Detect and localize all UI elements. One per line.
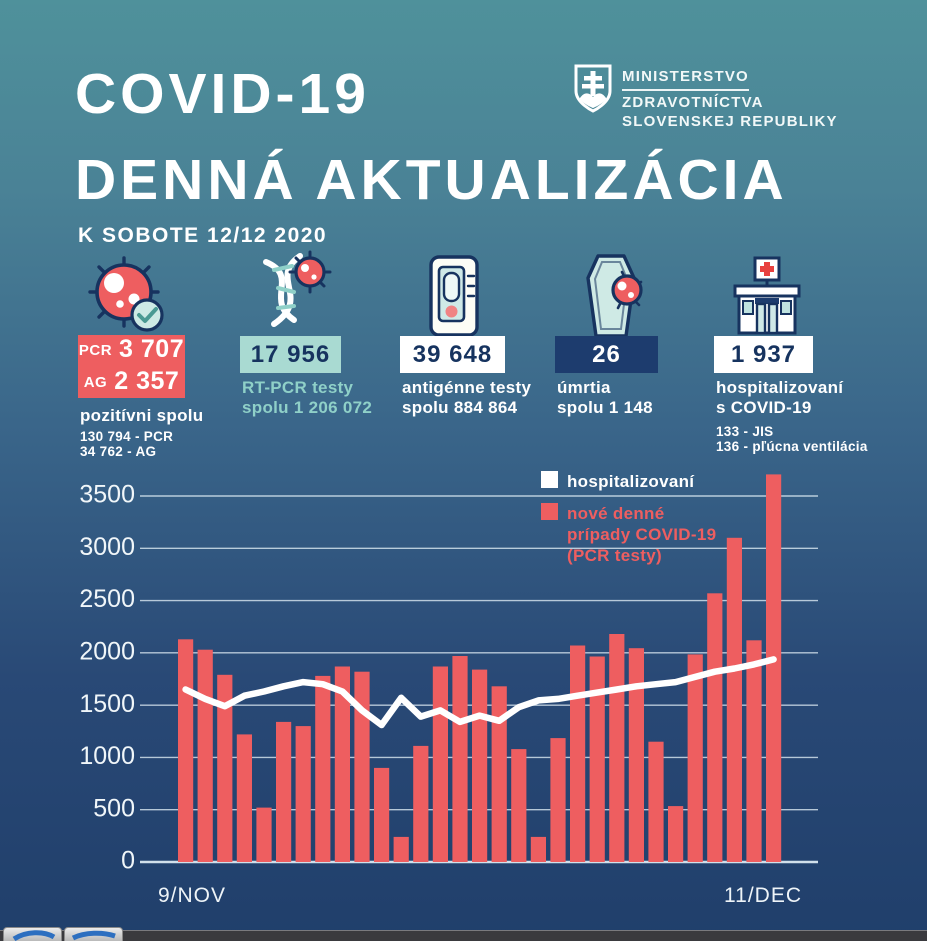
app-logo-icon [12, 930, 56, 941]
chart-bar [432, 666, 448, 862]
legend-hospitalized-label: hospitalizovaní [567, 472, 695, 491]
chart-bar [609, 634, 625, 862]
y-tick-label: 500 [93, 794, 135, 822]
chart-bar [530, 836, 546, 862]
ag-tests-value: 39 648 [412, 340, 493, 368]
positives-ag-value: 2 357 [114, 366, 180, 395]
chart-bar [217, 674, 233, 862]
page-title-line2: DENNÁ AKTUALIZÁCIA [75, 148, 788, 212]
chart-bar [236, 734, 252, 862]
chart-bar [334, 666, 350, 862]
chart-bar [687, 654, 703, 862]
chart-bar [766, 474, 782, 862]
y-tick-label: 1500 [79, 690, 135, 718]
legend-hospitalized: hospitalizovaní [541, 471, 694, 492]
chart-bar [354, 671, 370, 862]
y-tick-label: 3000 [79, 533, 135, 561]
chart-bar [315, 675, 331, 862]
deaths-caption: úmrtia spolu 1 148 [557, 378, 653, 417]
chart-bar [256, 807, 272, 862]
positives-detail-pcr: 130 794 - PCR [80, 429, 174, 444]
coffin-virus-icon [586, 254, 643, 338]
hospitalized-detail-ventilation: 136 - pľúcna ventilácia [716, 439, 868, 454]
chart-bar [726, 537, 742, 862]
ministry-line1: MINISTERSTVO [622, 67, 749, 91]
positives-pcr-value: 3 707 [119, 334, 185, 363]
dna-virus-icon [263, 250, 332, 327]
y-tick-label: 0 [121, 847, 135, 875]
ag-tests-caption: antigénne testy spolu 884 864 [402, 378, 532, 417]
positives-ag-row: AG 2 357 [84, 367, 180, 399]
slovak-coat-of-arms-icon [574, 64, 612, 113]
deaths-badge: 26 [555, 336, 658, 373]
positives-detail-ag: 34 762 - AG [80, 444, 157, 459]
x-axis-label-start: 9/NOV [158, 884, 226, 907]
deaths-value: 26 [592, 340, 621, 368]
chart-bar [276, 721, 292, 862]
chart-bar [550, 738, 566, 862]
pcr-tests-badge: 17 956 [240, 336, 341, 373]
hospitalized-detail-icu: 133 - JIS [716, 424, 774, 439]
chart-bar [393, 836, 409, 862]
pcr-tests-caption: RT-PCR testy spolu 1 206 072 [242, 378, 373, 417]
legend-hospitalized-swatch [541, 471, 558, 488]
ministry-line2: ZDRAVOTNÍCTVA [622, 94, 764, 111]
taskbar-window-button-1[interactable] [3, 927, 62, 941]
taskbar-window-button-2[interactable] [64, 927, 123, 941]
chart-bar [178, 639, 194, 862]
app-logo-icon [71, 930, 116, 941]
chart-bar [589, 656, 605, 862]
date-label: K SOBOTE 12/12 2020 [78, 224, 328, 247]
ag-tests-badge: 39 648 [400, 336, 505, 373]
taskbar [0, 930, 927, 941]
chart-bar [570, 645, 586, 862]
chart-bar [707, 593, 723, 862]
chart-bar [628, 648, 644, 862]
hospitalized-caption: hospitalizovaní s COVID-19 [716, 378, 844, 417]
ministry-line3: SLOVENSKEJ REPUBLIKY [622, 113, 838, 130]
chart-bar [197, 649, 213, 862]
chart-bar [668, 806, 684, 862]
page-title-line1: COVID-19 [75, 62, 370, 126]
chart-bar [491, 686, 507, 862]
positives-caption: pozitívni spolu [80, 406, 204, 425]
positives-badge: PCR 3 707 AG 2 357 [78, 335, 185, 398]
positives-pcr-label: PCR [78, 341, 113, 359]
x-axis-label-end: 11/DEC [724, 884, 802, 907]
ministry-name: MINISTERSTVO ZDRAVOTNÍCTVA SLOVENSKEJ RE… [622, 67, 838, 131]
positives-ag-label: AG [83, 373, 108, 391]
antigen-test-icon [429, 255, 479, 337]
pcr-tests-value: 17 956 [250, 340, 331, 368]
chart-bar [472, 669, 488, 862]
legend-new-cases: nové denné prípady COVID-19 (PCR testy) [541, 503, 716, 566]
legend-new-cases-swatch [541, 503, 558, 520]
chart-bar [746, 640, 762, 862]
positives-pcr-row: PCR 3 707 [79, 335, 184, 367]
chart-bar [452, 656, 468, 862]
hospitalization-line [182, 656, 777, 729]
legend-new-cases-label: nové denné prípady COVID-19 (PCR testy) [567, 504, 717, 565]
chart-bar [295, 726, 311, 862]
chart-bar [648, 741, 664, 862]
chart-bar [511, 749, 527, 862]
y-tick-label: 3500 [79, 481, 135, 509]
chart-bar [374, 767, 390, 862]
virus-check-icon [88, 256, 164, 332]
y-tick-label: 1000 [79, 742, 135, 770]
hospitalized-value: 1 937 [730, 340, 797, 368]
chart-bar [413, 745, 429, 862]
y-tick-label: 2000 [79, 637, 135, 665]
y-tick-label: 2500 [79, 585, 135, 613]
hospitalized-badge: 1 937 [714, 336, 813, 373]
hospital-icon [733, 256, 801, 335]
